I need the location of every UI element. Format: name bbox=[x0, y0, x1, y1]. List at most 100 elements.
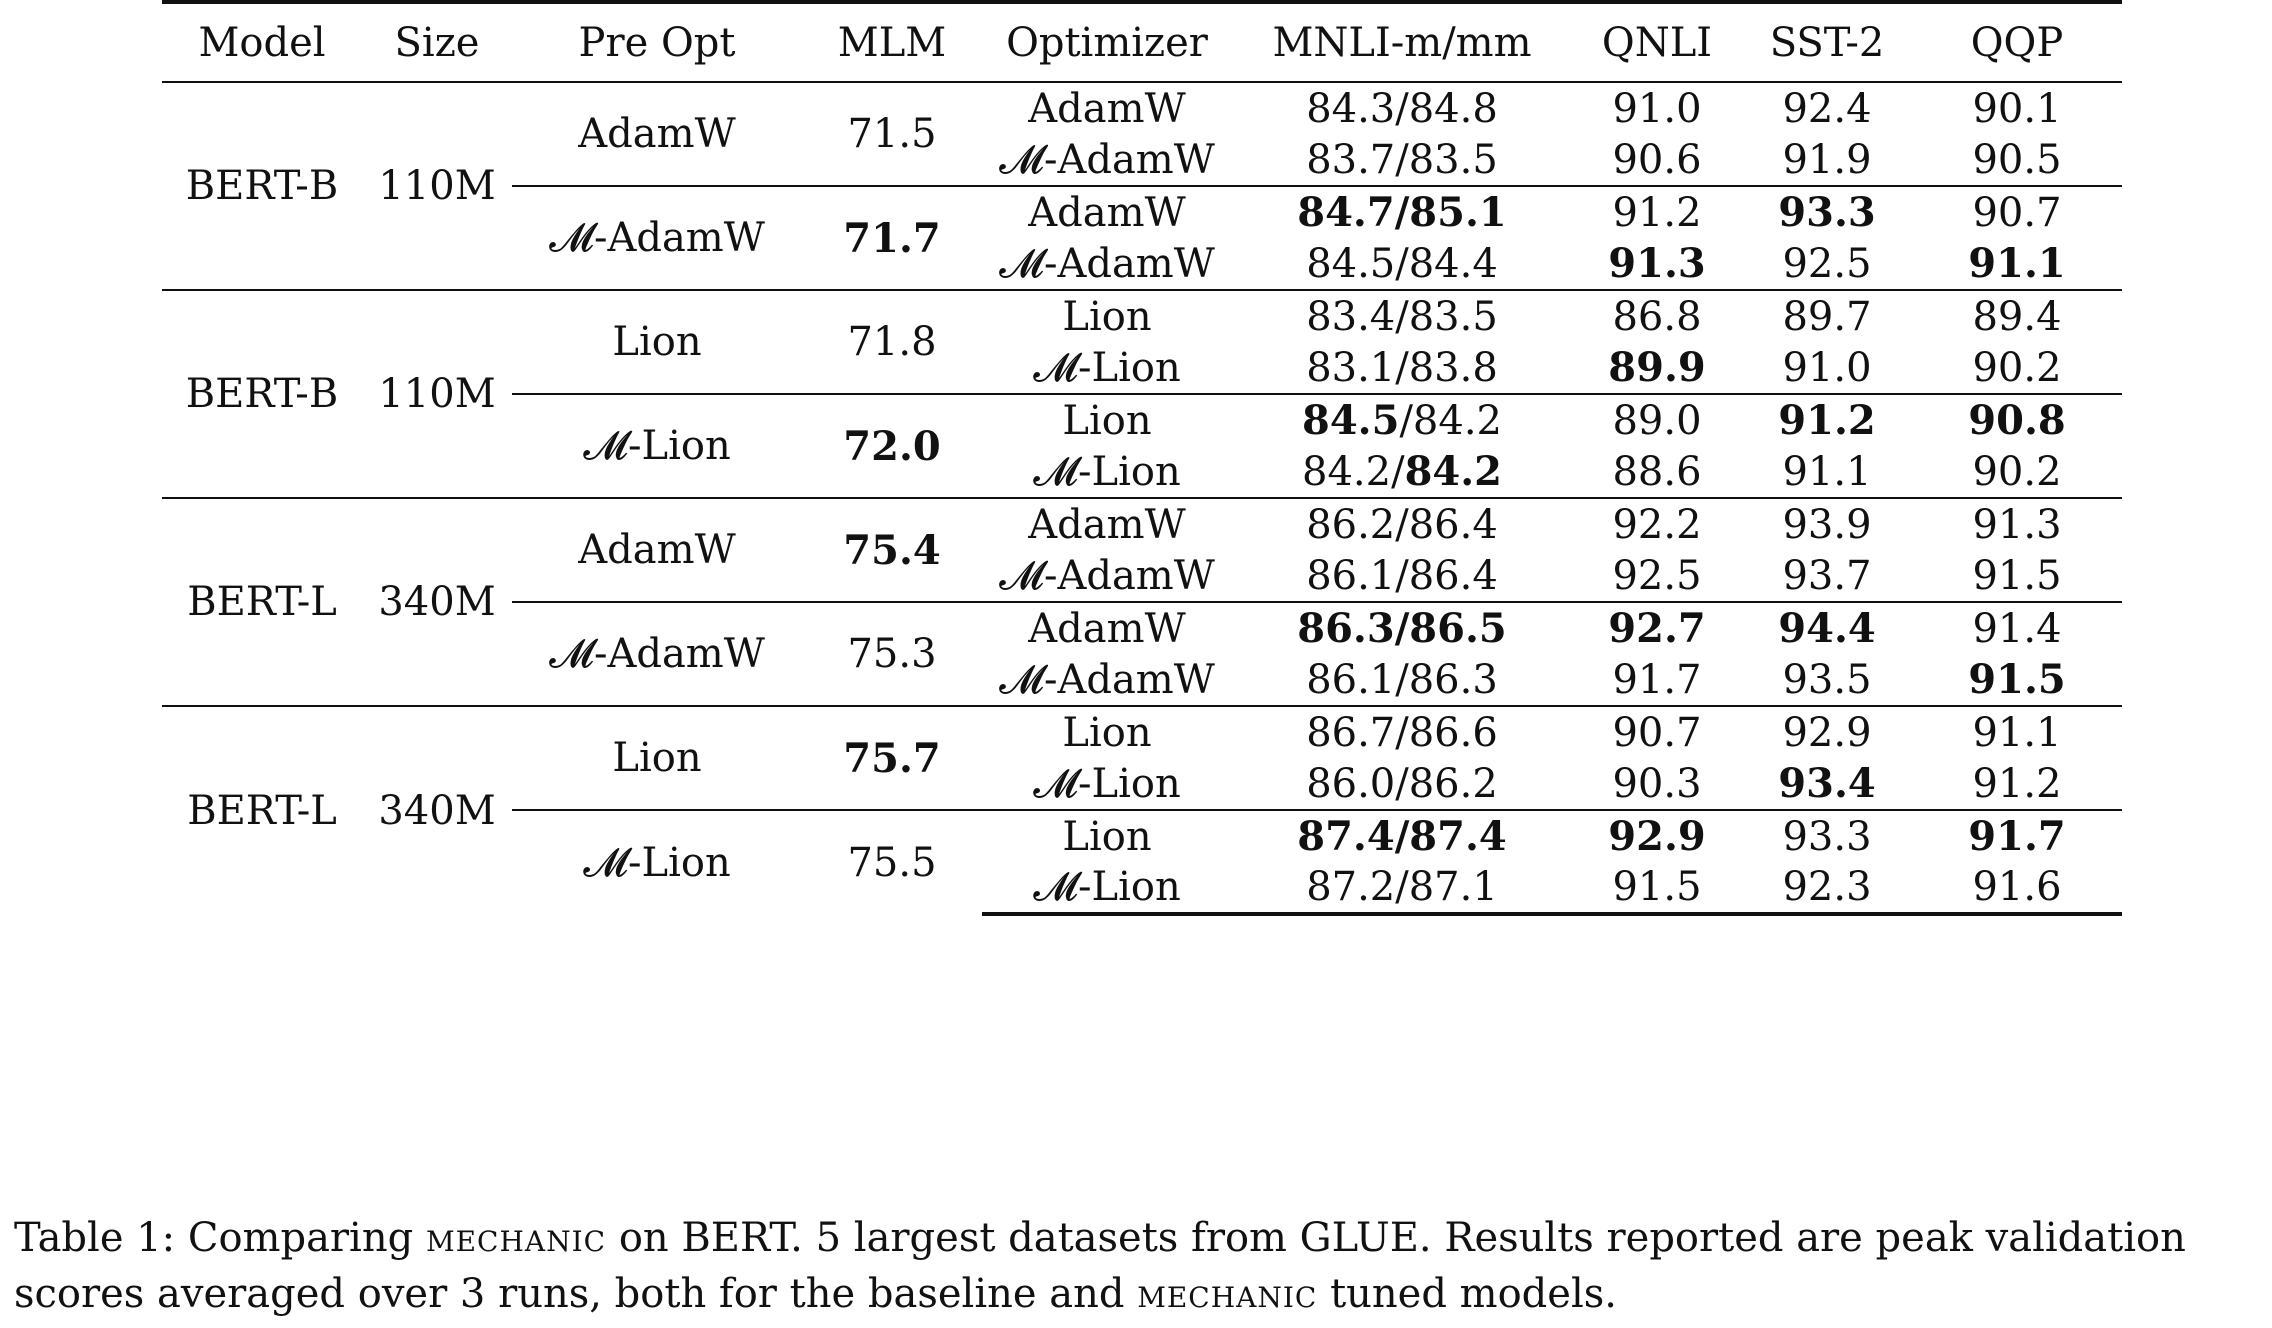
cell-sst2: 91.2 bbox=[1742, 393, 1912, 446]
mnli-value: 86.0/86.2 bbox=[1306, 760, 1498, 807]
cell-optimizer: 𝓜-Lion bbox=[982, 862, 1232, 916]
cell-qqp: 91.1 bbox=[1968, 240, 2066, 287]
header-mlm: MLM bbox=[802, 0, 982, 83]
mnli-value: 84.3/84.8 bbox=[1306, 85, 1498, 132]
cell-optimizer: AdamW bbox=[982, 497, 1232, 550]
cell-qqp: 91.6 bbox=[1912, 862, 2122, 916]
cell-mnli: 83.4/83.5 bbox=[1232, 289, 1572, 342]
header-sst2: SST-2 bbox=[1742, 0, 1912, 83]
cell-optimizer: 𝓜-Lion bbox=[1033, 448, 1181, 495]
cell-mnli: 84.3/84.8 bbox=[1232, 82, 1572, 134]
cell-mlm: 71.7 bbox=[802, 185, 982, 290]
cell-optimizer: 𝓜-Lion bbox=[1033, 760, 1181, 807]
cell-mlm: 71.5 bbox=[847, 111, 937, 157]
table-row: BERT-L 340M AdamW 75.4 AdamW 86.2/86.4 92.2 93.… bbox=[162, 497, 2122, 706]
mnli-value: 87.4/87.4 bbox=[1297, 813, 1507, 860]
table-row: 𝓜-AdamW 86.1/86.4 92.5 93.7 91.5 bbox=[162, 550, 2122, 602]
cell-mnli: 86.7/86.6 bbox=[1232, 705, 1572, 758]
header-model: Model bbox=[162, 0, 362, 83]
results-table: Model Size Pre Opt MLM Optimizer MNLI-m/… bbox=[162, 0, 2122, 916]
cell-qqp: 91.4 bbox=[1912, 601, 2122, 654]
cell-optimizer: 𝓜-Lion bbox=[1033, 344, 1181, 391]
cell-mnli: 84.5/84.2 bbox=[1232, 393, 1572, 446]
cell-mnli: 86.0/86.2 bbox=[1232, 758, 1572, 810]
caption-method-name: mechanic bbox=[1137, 1271, 1318, 1317]
cell-qqp: 90.1 bbox=[1972, 85, 2062, 132]
cell-sst2: 93.4 bbox=[1778, 760, 1876, 807]
cell-qqp: 90.5 bbox=[1972, 136, 2062, 183]
table-row: BERT-B 110M Lion 71.8 Lion 83.4/83.5 86.8 89.7 8… bbox=[162, 289, 2122, 498]
cell-size: 110M bbox=[378, 163, 496, 209]
cell-qqp: 90.7 bbox=[1912, 185, 2122, 238]
caption-method-name: mechanic bbox=[425, 1215, 607, 1261]
cell-mnli: 84.7/85.1 bbox=[1232, 185, 1572, 238]
cell-optimizer: Lion bbox=[982, 705, 1232, 758]
header-mnli: MNLI-m/mm bbox=[1232, 0, 1572, 83]
cell-model: BERT-L bbox=[162, 497, 362, 706]
cell-qnli: 90.7 bbox=[1572, 705, 1742, 758]
cell-sst2: 92.9 bbox=[1742, 705, 1912, 758]
mnli-value: 84.5/84.4 bbox=[1306, 240, 1498, 287]
cell-optimizer: Lion bbox=[982, 393, 1232, 446]
cell-optimizer: AdamW bbox=[1028, 85, 1186, 132]
cell-mnli: 86.3/86.5 bbox=[1232, 601, 1572, 654]
mnli-value: 83.7/83.5 bbox=[1306, 136, 1498, 183]
mnli-value: /84.2 bbox=[1399, 398, 1502, 444]
cell-qqp: 91.5 bbox=[1972, 552, 2062, 599]
cell-sst2: 91.9 bbox=[1782, 136, 1872, 183]
mnli-value: 84.5 bbox=[1302, 397, 1400, 444]
cell-mnli: 83.7/83.5 bbox=[1232, 134, 1572, 186]
cell-mnli: 86.2/86.4 bbox=[1232, 497, 1572, 550]
mnli-value: 86.1/86.3 bbox=[1306, 656, 1498, 703]
table-row: 𝓜-Lion 72.0 Lion 84.5/84.2 89.0 91.2 90.8 bbox=[162, 393, 2122, 498]
table-row: 𝓜-AdamW 83.7/83.5 90.6 91.9 90.5 bbox=[162, 134, 2122, 186]
cell-sst2: 93.5 bbox=[1782, 656, 1872, 703]
cell-sst2: 91.0 bbox=[1782, 344, 1872, 391]
cell-qqp: 91.3 bbox=[1912, 497, 2122, 550]
cell-optimizer: AdamW bbox=[982, 601, 1232, 654]
table-row: 𝓜-Lion 86.0/86.2 90.3 93.4 91.2 bbox=[162, 758, 2122, 810]
cell-model: BERT-B bbox=[162, 289, 362, 498]
table-body: BERT-B 110M AdamW 71.5 AdamW 84.3/84.8 91.0 92.… bbox=[162, 82, 2122, 916]
table-row: 𝓜-AdamW 71.7 AdamW 84.7/85.1 91.2 93.3 90.7 bbox=[162, 185, 2122, 290]
cell-mnli: 86.1/86.4 bbox=[1232, 550, 1572, 602]
cell-sst2: 93.3 bbox=[1742, 809, 1912, 862]
mnli-value: 86.3/86.5 bbox=[1297, 605, 1507, 652]
cell-qnli: 91.0 bbox=[1612, 85, 1702, 132]
mnli-value: 86.2/86.4 bbox=[1306, 501, 1498, 548]
cell-qqp: 90.8 bbox=[1912, 393, 2122, 446]
cell-pre-opt: AdamW bbox=[578, 111, 736, 157]
table-row: BERT-B 110M AdamW 71.5 AdamW 84.3/84.8 91.0 92.… bbox=[162, 82, 2122, 210]
cell-qnli: 90.6 bbox=[1612, 136, 1702, 183]
cell-mnli: 84.2/84.2 bbox=[1232, 446, 1572, 498]
cell-mnli: 84.5/84.4 bbox=[1232, 238, 1572, 290]
cell-qqp: 91.1 bbox=[1912, 705, 2122, 758]
header-qnli: QNLI bbox=[1572, 0, 1742, 83]
table-row: 𝓜-Lion 87.2/87.1 91.5 92.3 91.6 bbox=[162, 862, 2122, 916]
cell-qqp: 91.5 bbox=[1968, 656, 2066, 703]
table-row: 𝓜-AdamW 86.1/86.3 91.7 93.5 91.5 bbox=[162, 654, 2122, 706]
cell-qnli: 91.7 bbox=[1612, 656, 1702, 703]
table-row: 𝓜-Lion 75.5 Lion 87.4/87.4 92.9 93.3 91.7 bbox=[162, 809, 2122, 914]
cell-pre-opt: Lion bbox=[512, 705, 802, 810]
cell-sst2: 92.4 bbox=[1782, 85, 1872, 132]
cell-optimizer: 𝓜-AdamW bbox=[999, 240, 1215, 287]
table-row: 𝓜-AdamW 84.5/84.4 91.3 92.5 91.1 bbox=[162, 238, 2122, 290]
cell-model: BERT-B bbox=[185, 163, 339, 209]
cell-qnli: 91.5 bbox=[1572, 862, 1742, 916]
cell-mlm: 71.8 bbox=[802, 289, 982, 394]
caption-label: Table 1: bbox=[14, 1215, 176, 1261]
cell-pre-opt: 𝓜-Lion bbox=[512, 809, 802, 914]
cell-pre-opt: 𝓜-AdamW bbox=[512, 185, 802, 290]
table-row: 𝓜-Lion 83.1/83.8 89.9 91.0 90.2 bbox=[162, 342, 2122, 394]
caption-text-1: Comparing bbox=[187, 1215, 414, 1261]
cell-qqp: 91.2 bbox=[1972, 760, 2062, 807]
cell-sst2: 92.5 bbox=[1782, 240, 1872, 287]
cell-qnli: 88.6 bbox=[1612, 448, 1702, 495]
table-caption: Table 1: Comparing mechanic on BERT. 5 l… bbox=[14, 1210, 2264, 1322]
cell-size: 340M bbox=[362, 497, 512, 706]
cell-mnli: 87.2/87.1 bbox=[1232, 862, 1572, 916]
cell-sst2: 89.7 bbox=[1742, 289, 1912, 342]
cell-qnli: 92.2 bbox=[1572, 497, 1742, 550]
mnli-value: 84.2/ bbox=[1302, 449, 1405, 495]
